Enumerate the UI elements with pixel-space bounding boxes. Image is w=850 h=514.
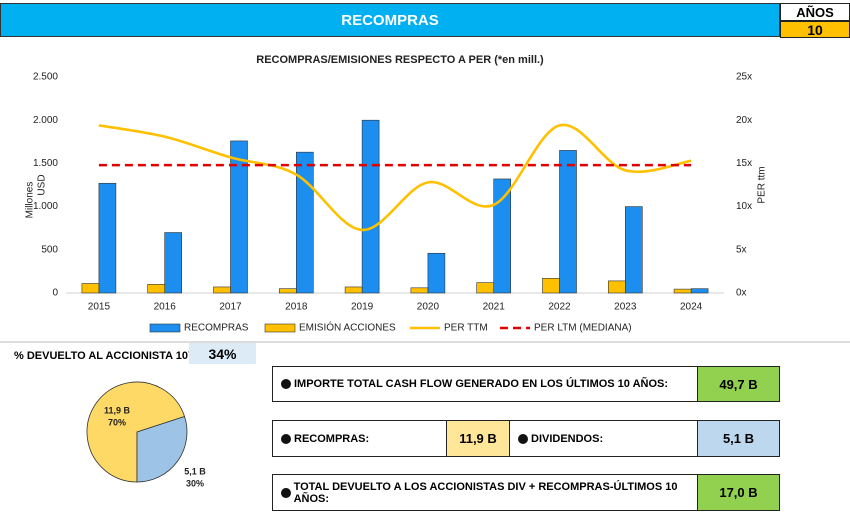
y2-tick-label: 20x <box>736 115 752 126</box>
y2-tick-label: 10x <box>736 201 752 212</box>
buybacks-row: RECOMPRAS: <box>272 420 447 457</box>
bar <box>230 140 248 294</box>
y-tick-label: 0 <box>52 288 58 299</box>
header-title: RECOMPRAS <box>0 3 780 37</box>
x-tick-label: 2020 <box>417 302 440 313</box>
years-value: 10 <box>780 21 850 38</box>
bar <box>410 287 429 294</box>
x-tick-label: 2021 <box>483 302 506 313</box>
pie-value-label: 30% <box>186 478 204 488</box>
cash-flow-row: IMPORTE TOTAL CASH FLOW GENERADO EN LOS … <box>272 366 698 402</box>
x-tick-label: 2024 <box>680 302 703 313</box>
legend-label: RECOMPRAS <box>184 323 249 334</box>
bar <box>278 288 297 294</box>
y-tick-label: 2.500 <box>33 72 58 83</box>
y-axis-label: USD <box>37 174 48 195</box>
total-value: 17,0 B <box>697 474 780 511</box>
chart-title: RECOMPRAS/EMISIONES RESPECTO A PER (*en … <box>256 54 544 66</box>
y2-tick-label: 5x <box>736 244 747 255</box>
buybacks-value: 11,9 B <box>446 420 510 457</box>
bar <box>542 278 560 294</box>
bar <box>164 232 182 294</box>
bullet <box>518 433 528 444</box>
x-tick-label: 2015 <box>88 302 111 313</box>
y2-tick-label: 25x <box>736 72 752 83</box>
y2-axis-label: PER ttm <box>757 166 768 203</box>
returned-value: 34% <box>189 343 256 364</box>
bar <box>624 206 643 294</box>
bar <box>493 178 512 294</box>
dividends-label: DIVIDENDOS: <box>531 432 604 445</box>
x-tick-label: 2023 <box>614 302 637 313</box>
bar <box>344 286 363 294</box>
x-tick-label: 2016 <box>154 302 177 313</box>
total-label: TOTAL DEVUELTO A LOS ACCIONISTAS DIV + R… <box>293 480 678 505</box>
bar <box>427 252 446 294</box>
bar <box>559 150 577 294</box>
pie-value-label: 70% <box>108 417 126 427</box>
y-tick-label: 500 <box>41 244 58 255</box>
bar <box>607 280 626 294</box>
legend-swatch <box>149 323 181 333</box>
bar <box>213 286 231 294</box>
pie-amount-label: 11,9 B <box>104 405 131 415</box>
line <box>98 123 692 232</box>
x-tick-label: 2018 <box>285 302 308 313</box>
bar <box>690 288 709 294</box>
bullet <box>281 379 291 389</box>
bar <box>673 288 692 294</box>
legend-swatch <box>264 323 296 333</box>
y-tick-label: 1.000 <box>33 201 58 212</box>
bar <box>476 282 495 294</box>
bar <box>361 119 380 294</box>
buybacks-label: RECOMPRAS: <box>294 432 370 445</box>
cash-flow-value: 49,7 B <box>697 366 780 402</box>
x-tick-label: 2017 <box>219 302 242 313</box>
pie-slice <box>86 381 186 483</box>
dividends-row: DIVIDENDOS: <box>509 420 698 457</box>
y-tick-label: 1.500 <box>33 158 58 169</box>
y-tick-label: 2.000 <box>33 115 58 126</box>
bullet <box>281 487 291 498</box>
y-axis-label: Millones <box>25 182 36 219</box>
cash-flow-label: IMPORTE TOTAL CASH FLOW GENERADO EN LOS … <box>294 378 669 390</box>
legend-label: PER TTM <box>444 323 488 334</box>
total-row: TOTAL DEVUELTO A LOS ACCIONISTAS DIV + R… <box>272 474 698 511</box>
bar <box>98 182 117 294</box>
bar <box>295 151 314 294</box>
bar <box>81 283 100 294</box>
y2-tick-label: 0x <box>736 288 747 299</box>
pie-amount-label: 5,1 B <box>184 466 206 476</box>
pie-slice <box>136 416 188 483</box>
bullet <box>281 433 291 444</box>
legend-label: EMISIÓN ACCIONES <box>299 321 396 334</box>
legend-label: PER LTM (MEDIANA) <box>534 323 632 334</box>
x-tick-label: 2022 <box>548 302 571 313</box>
y2-tick-label: 15x <box>736 158 752 169</box>
bar <box>147 284 165 294</box>
years-label: AÑOS <box>780 3 850 21</box>
dividends-value: 5,1 B <box>697 420 780 457</box>
returned-label: % DEVUELTO AL ACCIONISTA 10Y: <box>14 350 199 362</box>
x-tick-label: 2019 <box>351 302 374 313</box>
